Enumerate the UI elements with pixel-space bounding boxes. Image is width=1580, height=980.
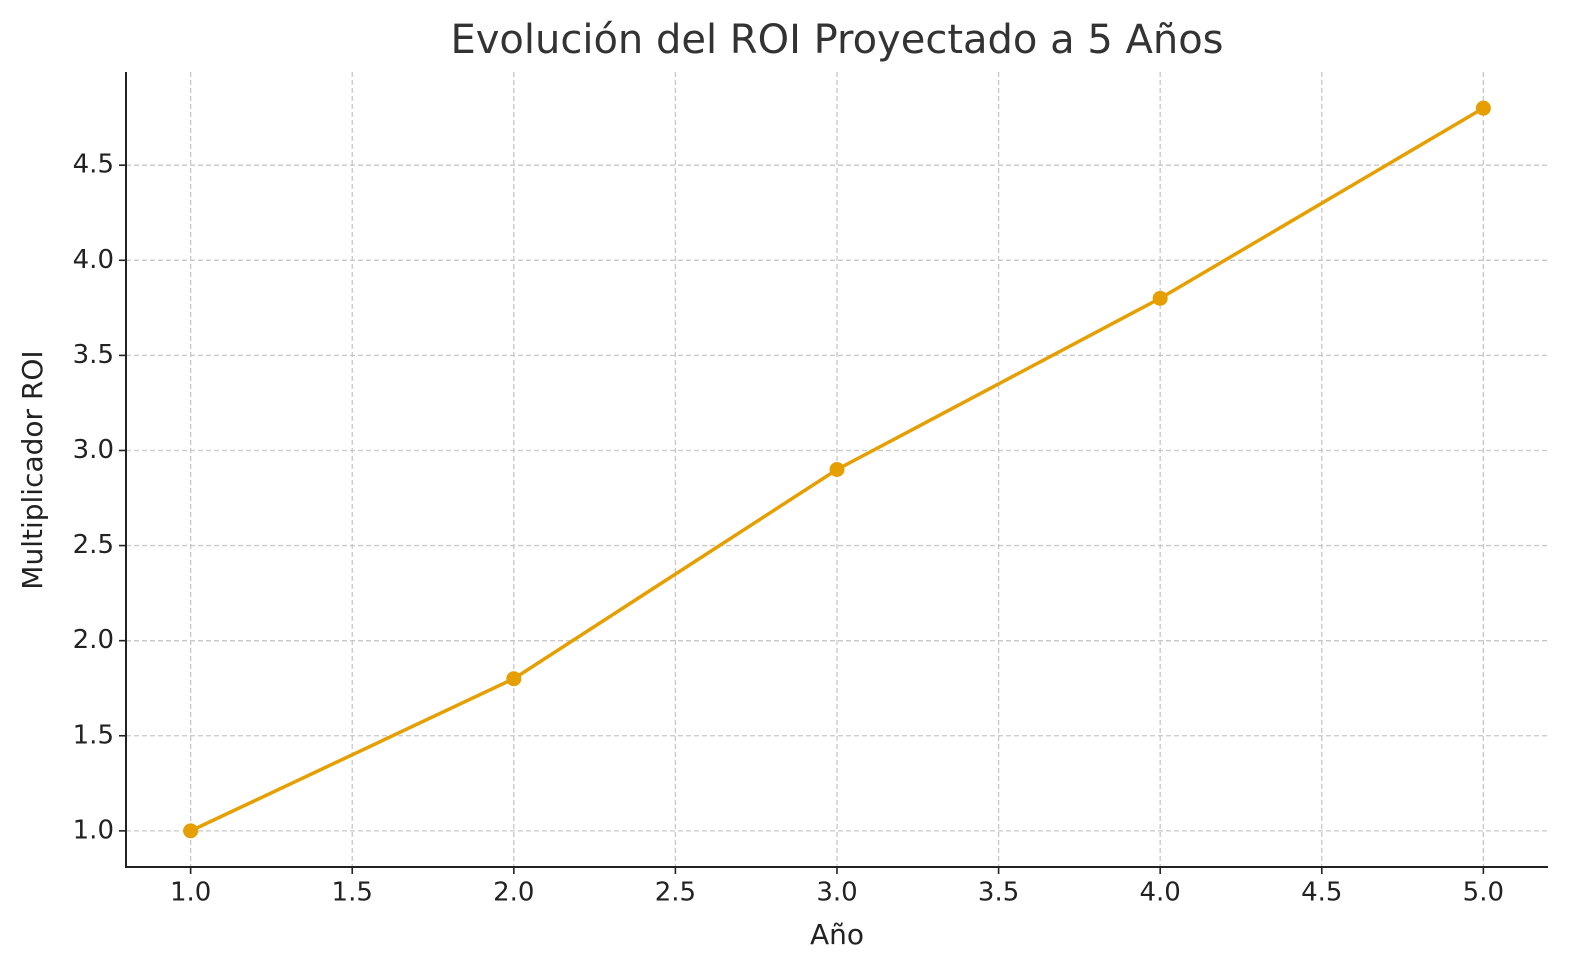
x-tick-label: 2.0: [493, 878, 534, 908]
chart-title: Evolución del ROI Proyectado a 5 Años: [450, 17, 1223, 63]
x-tick-label: 1.5: [332, 878, 373, 908]
y-tick-label: 1.5: [73, 720, 114, 750]
x-tick-label: 4.0: [1140, 878, 1181, 908]
y-tick-label: 1.0: [73, 815, 114, 845]
data-point: [829, 462, 845, 477]
x-axis-label: Año: [810, 918, 864, 951]
y-tick-label: 4.5: [73, 150, 114, 180]
data-point: [1152, 290, 1168, 306]
y-tick-label: 2.5: [73, 530, 114, 560]
x-tick-label: 3.0: [816, 878, 857, 908]
x-tick-label: 4.5: [1301, 878, 1342, 908]
x-tick-label: 3.5: [978, 878, 1019, 908]
y-tick-label: 2.0: [73, 625, 114, 655]
y-axis-label: Multiplicador ROI: [16, 350, 49, 589]
y-tick-label: 3.5: [73, 340, 114, 370]
data-point: [183, 823, 199, 839]
x-tick-label: 2.5: [655, 878, 696, 908]
y-tick-label: 3.0: [73, 435, 114, 465]
x-tick-label: 5.0: [1463, 878, 1504, 908]
data-point: [1475, 100, 1491, 116]
y-tick-label: 4.0: [73, 245, 114, 275]
x-tick-label: 1.0: [170, 878, 211, 908]
data-point: [506, 671, 522, 687]
